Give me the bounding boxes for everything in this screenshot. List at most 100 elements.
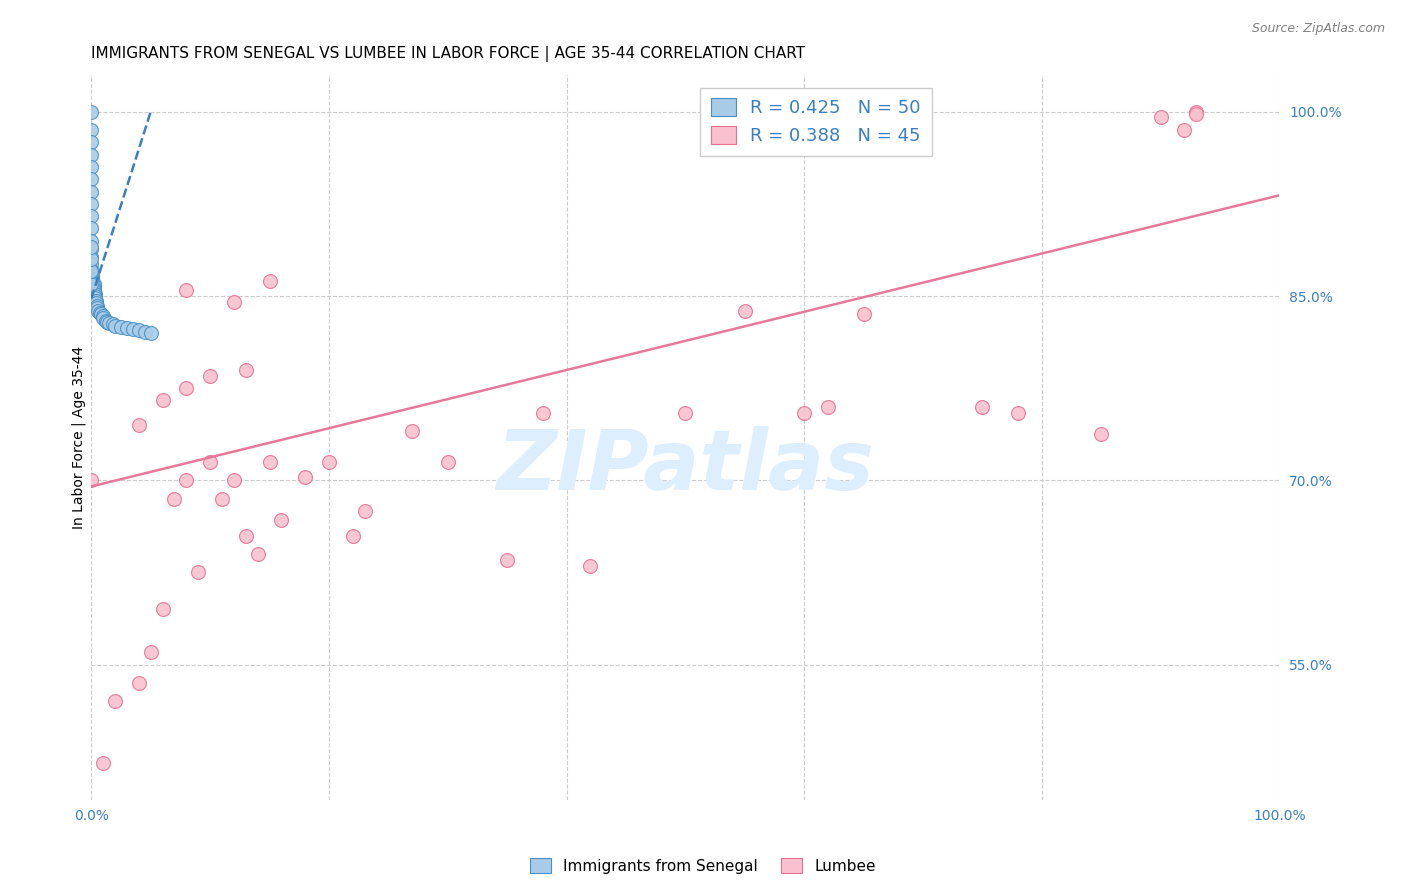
Point [80,252,103,267]
Point [80,147,103,161]
Point [83,289,105,303]
Point [436,455,458,469]
Point [80,185,103,199]
Point [80,240,103,254]
Point [80,104,103,119]
Point [401,424,423,438]
Point [1007,406,1029,420]
Point [83,284,105,298]
Text: IMMIGRANTS FROM SENEGAL VS LUMBEE IN LABOR FORCE | AGE 35-44 CORRELATION CHART: IMMIGRANTS FROM SENEGAL VS LUMBEE IN LAB… [91,46,806,62]
Point [94,313,117,327]
Point [817,400,839,414]
Point [259,274,281,288]
Point [115,321,138,335]
Point [579,559,602,574]
Point [110,319,132,334]
Point [128,676,150,690]
Point [104,318,127,333]
Point [80,172,103,186]
Point [83,292,105,306]
Point [82,274,104,288]
Point [1185,107,1208,121]
Point [91,756,114,770]
Point [198,368,221,383]
Text: ZIPatlas: ZIPatlas [496,425,875,507]
Point [98,316,121,330]
Point [222,295,245,310]
Point [86,301,108,316]
Point [82,269,104,284]
Point [198,455,221,469]
Point [342,528,364,542]
Point [235,363,257,377]
Point [80,160,103,174]
Point [101,318,124,332]
Point [82,264,104,278]
Point [139,326,162,340]
Point [80,264,103,278]
Point [259,455,281,469]
Point [793,406,815,420]
Point [176,473,198,487]
Point [104,694,127,708]
Point [318,455,340,469]
Point [83,286,105,301]
Point [852,308,875,322]
Point [86,299,108,313]
Point [1185,104,1208,119]
Point [152,393,174,408]
Point [84,296,107,310]
Point [80,234,103,248]
Point [134,325,156,339]
Legend: Immigrants from Senegal, Lumbee: Immigrants from Senegal, Lumbee [523,852,883,880]
Point [972,400,994,414]
Point [80,250,103,264]
Point [83,279,105,293]
Point [139,645,162,659]
Point [91,309,114,323]
Point [222,473,245,487]
Point [91,311,114,326]
Point [82,267,104,281]
Point [80,473,103,487]
Point [270,513,292,527]
Point [80,197,103,211]
Point [1173,123,1195,137]
Point [163,491,186,506]
Point [246,547,269,561]
Point [83,282,105,296]
Point [80,257,103,271]
Point [80,123,103,137]
Point [353,504,375,518]
Point [235,528,257,542]
Point [80,243,103,257]
Point [84,293,107,308]
Point [152,602,174,616]
Point [187,566,209,580]
Point [1149,110,1171,124]
Point [96,315,118,329]
Point [80,277,103,291]
Point [128,323,150,337]
Text: Source: ZipAtlas.com: Source: ZipAtlas.com [1251,22,1385,36]
Point [531,406,554,420]
Point [83,277,105,291]
Point [128,417,150,432]
Point [734,303,756,318]
Point [90,308,112,322]
Y-axis label: In Labor Force | Age 35-44: In Labor Force | Age 35-44 [72,346,86,529]
Point [80,209,103,223]
Point [122,322,145,336]
Point [176,283,198,297]
Point [294,469,316,483]
Point [87,303,110,318]
Point [496,553,519,567]
Legend: R = 0.425   N = 50, R = 0.388   N = 45: R = 0.425 N = 50, R = 0.388 N = 45 [700,87,932,156]
Point [80,136,103,150]
Point [211,491,233,506]
Point [82,272,104,286]
Point [89,306,111,320]
Point [1090,426,1112,441]
Point [80,221,103,235]
Point [673,406,696,420]
